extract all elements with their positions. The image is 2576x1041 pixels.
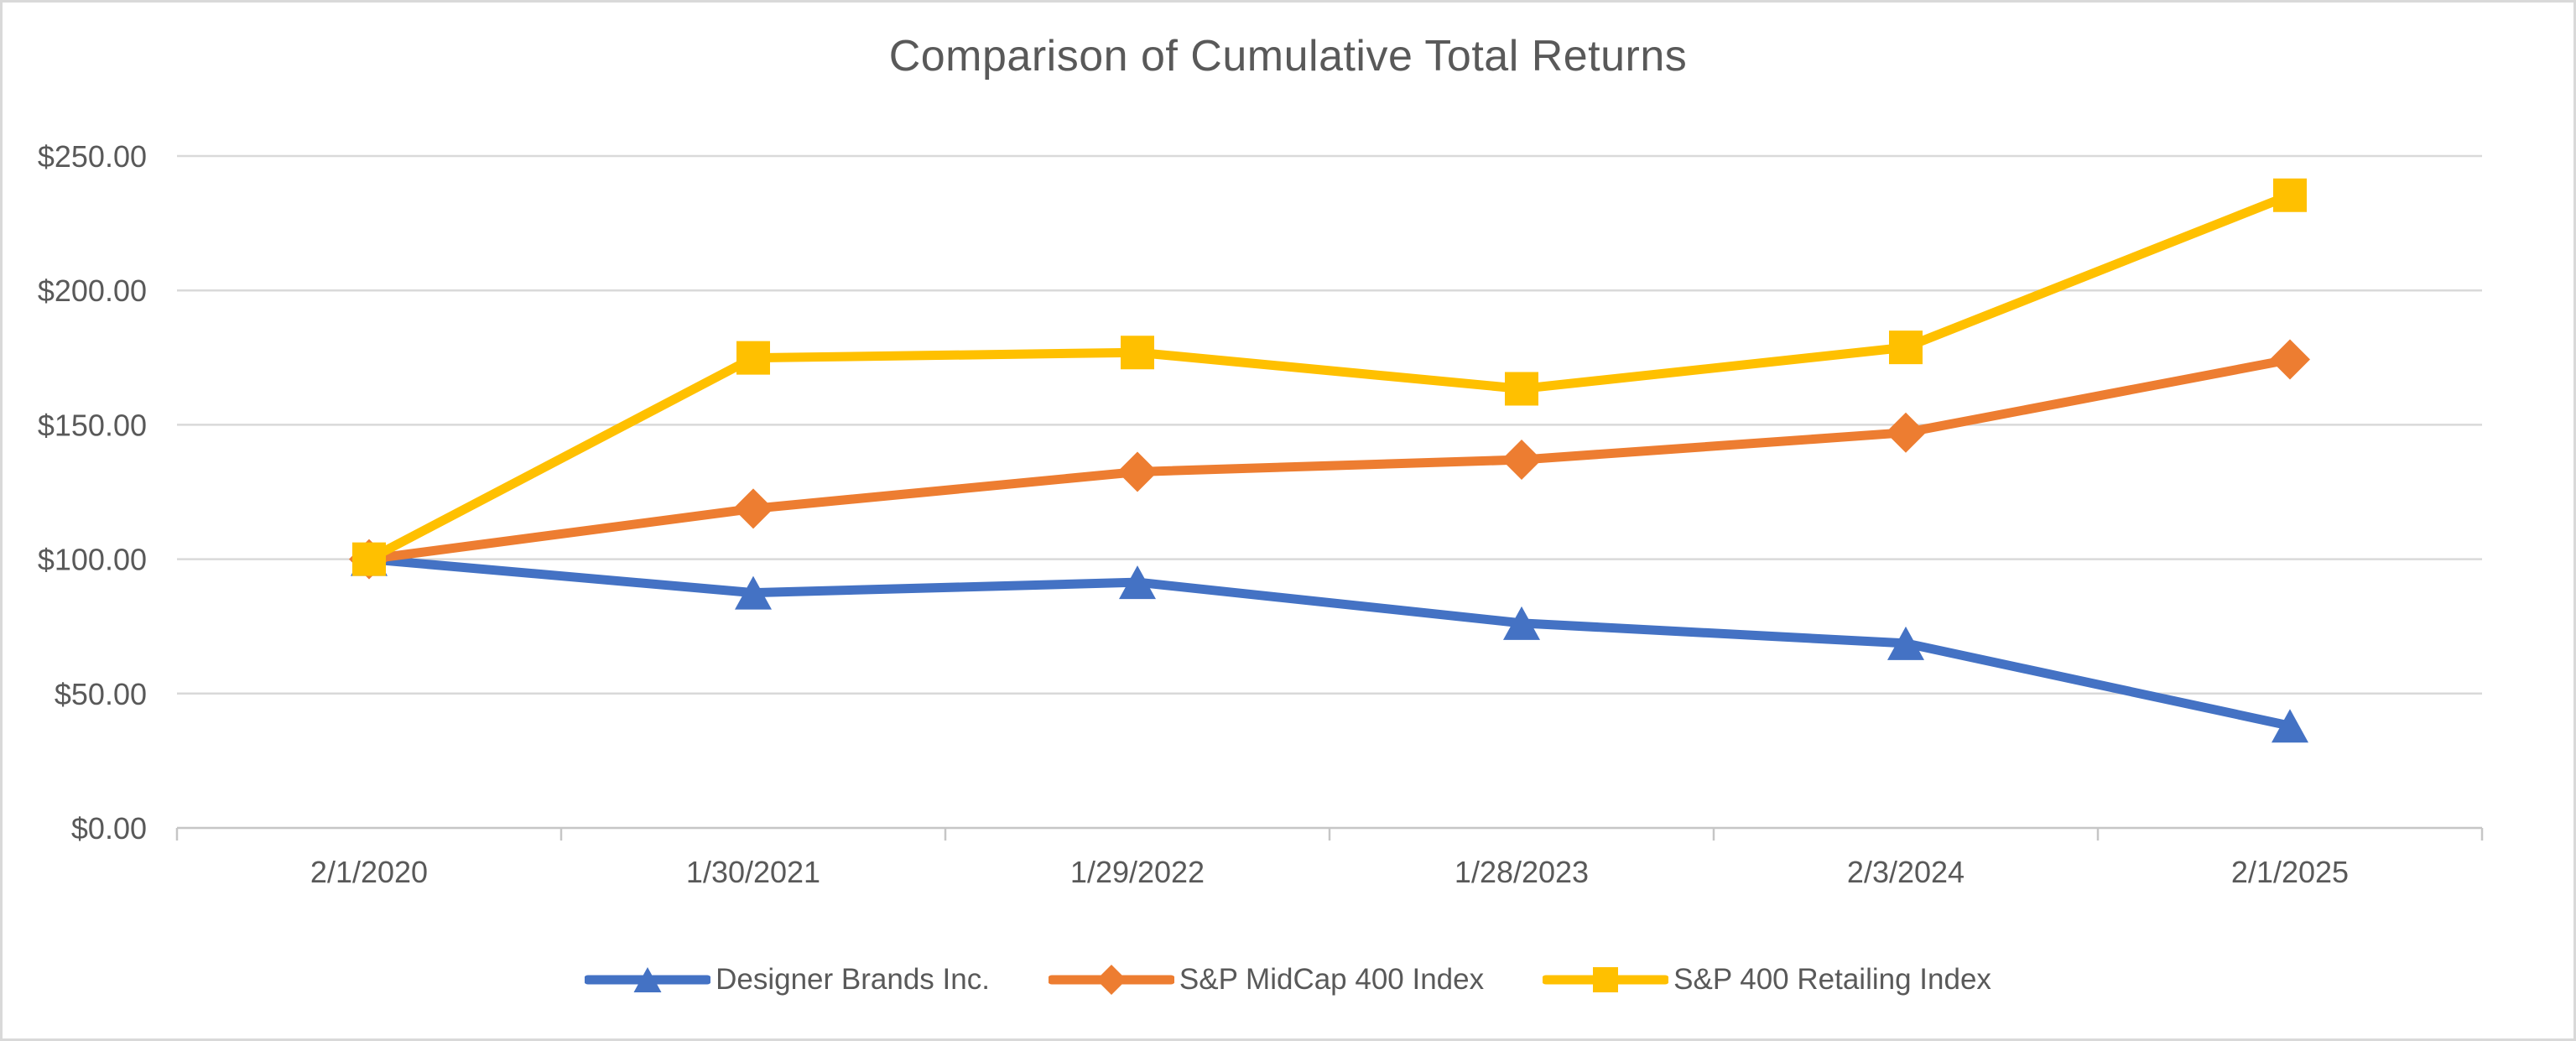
y-tick-label: $0.00 <box>71 811 147 846</box>
series-line-s-p-midcap-400-index <box>364 355 2295 565</box>
marker-triangle-designer-brands-inc <box>1887 626 1924 660</box>
legend-label: Designer Brands Inc. <box>716 963 990 996</box>
series-line-designer-brands-inc <box>364 554 2295 731</box>
marker-triangle-designer-brands-inc <box>1503 606 1540 640</box>
x-tick-label: 2/3/2024 <box>1847 855 1965 889</box>
legend-marker <box>1095 965 1127 995</box>
marker-triangle-designer-brands-inc <box>735 575 772 610</box>
marker-square-s-p-400-retailing-index <box>736 341 770 375</box>
legend-label: S&P MidCap 400 Index <box>1179 963 1485 996</box>
x-tick-label: 2/1/2020 <box>310 855 428 889</box>
marker-diamond-s-p-midcap-400-index <box>733 488 773 529</box>
y-tick-label: $50.00 <box>55 677 147 711</box>
legend-diamond-marker-icon <box>1048 965 1174 995</box>
legend-marker <box>1593 967 1619 992</box>
marker-triangle-designer-brands-inc <box>1119 565 1156 600</box>
legend-item-designer-brands-inc: Designer Brands Inc. <box>585 961 990 998</box>
marker-diamond-s-p-midcap-400-index <box>1886 412 1926 453</box>
x-tick-label: 1/30/2021 <box>686 855 820 889</box>
y-tick-label: $200.00 <box>38 273 147 308</box>
legend-triangle-marker-icon <box>585 967 711 992</box>
marker-square-s-p-400-retailing-index <box>1121 336 1154 370</box>
marker-diamond-s-p-midcap-400-index <box>1117 451 1158 492</box>
legend-label: S&P 400 Retailing Index <box>1673 963 1991 996</box>
marker-square-s-p-400-retailing-index <box>352 542 386 576</box>
chart-title: Comparison of Cumulative Total Returns <box>888 32 1688 81</box>
legend-marker <box>633 967 662 992</box>
marker-square-s-p-400-retailing-index <box>1889 331 1923 365</box>
marker-diamond-s-p-midcap-400-index <box>1501 440 1542 481</box>
y-tick-label: $100.00 <box>38 543 147 577</box>
x-tick-label: 2/1/2025 <box>2231 855 2349 889</box>
legend-square-marker-icon <box>1543 967 1669 992</box>
series-line-s-p-400-retailing-index <box>364 190 2295 565</box>
marker-square-s-p-400-retailing-index <box>2273 178 2307 212</box>
legend-item-s-p-400-retailing-index: S&P 400 Retailing Index <box>1543 961 1991 998</box>
plot-svg: $0.00 $50.00 $100.00 $150.00 $200.00 $250.00 2… <box>38 139 2484 889</box>
y-tick-label: $150.00 <box>38 408 147 442</box>
marker-square-s-p-400-retailing-index <box>1505 372 1538 406</box>
marker-diamond-s-p-midcap-400-index <box>2270 339 2310 380</box>
x-tick-label: 1/29/2022 <box>1070 855 1205 889</box>
legend: Designer Brands Inc. S&P MidCap 400 Index… <box>3 961 2573 998</box>
y-tick-label: $250.00 <box>38 139 147 174</box>
legend-item-s-p-midcap-400-index: S&P MidCap 400 Index <box>1048 961 1485 998</box>
marker-triangle-designer-brands-inc <box>2272 709 2308 743</box>
x-tick-label: 1/28/2023 <box>1455 855 1589 889</box>
